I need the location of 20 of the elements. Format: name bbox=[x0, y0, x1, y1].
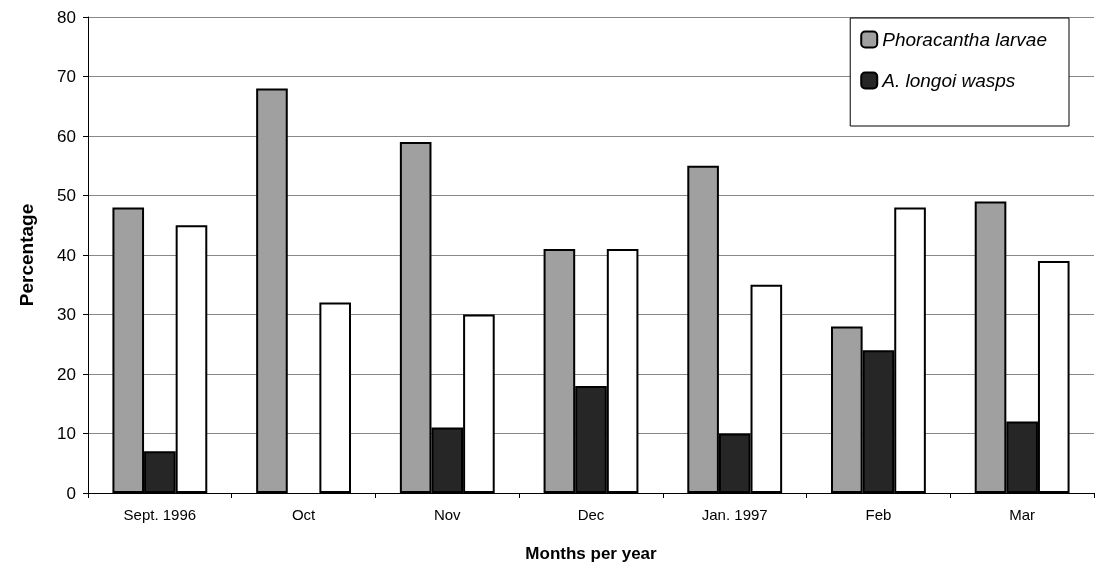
y-tick-label: 50 bbox=[57, 186, 76, 205]
x-tick-label: Dec bbox=[577, 506, 605, 523]
y-tick-label: 30 bbox=[57, 305, 76, 324]
y-tick-label: 60 bbox=[57, 126, 76, 146]
x-axis-title: Months per year bbox=[525, 544, 658, 563]
y-tick-label: 10 bbox=[57, 424, 76, 443]
x-tick-label: Jan. 1997 bbox=[701, 506, 768, 523]
x-tick-label: Mar bbox=[1009, 506, 1036, 523]
y-axis-title: Percentage bbox=[16, 203, 37, 307]
x-tick-label: Nov bbox=[433, 506, 462, 523]
x-tick-label: Oct bbox=[291, 506, 317, 523]
y-tick-label: 40 bbox=[57, 245, 76, 265]
legend-label: Phoracantha larvae bbox=[882, 29, 1048, 50]
x-tick-label: Feb bbox=[865, 506, 892, 523]
y-tick-label: 20 bbox=[57, 364, 76, 384]
x-tick-label: Sept. 1996 bbox=[123, 506, 197, 523]
y-tick-label: 70 bbox=[57, 67, 76, 86]
y-tick-label: 0 bbox=[66, 483, 76, 503]
y-tick-label: 80 bbox=[57, 7, 76, 27]
legend-label: A. longoi wasps bbox=[881, 70, 1016, 91]
